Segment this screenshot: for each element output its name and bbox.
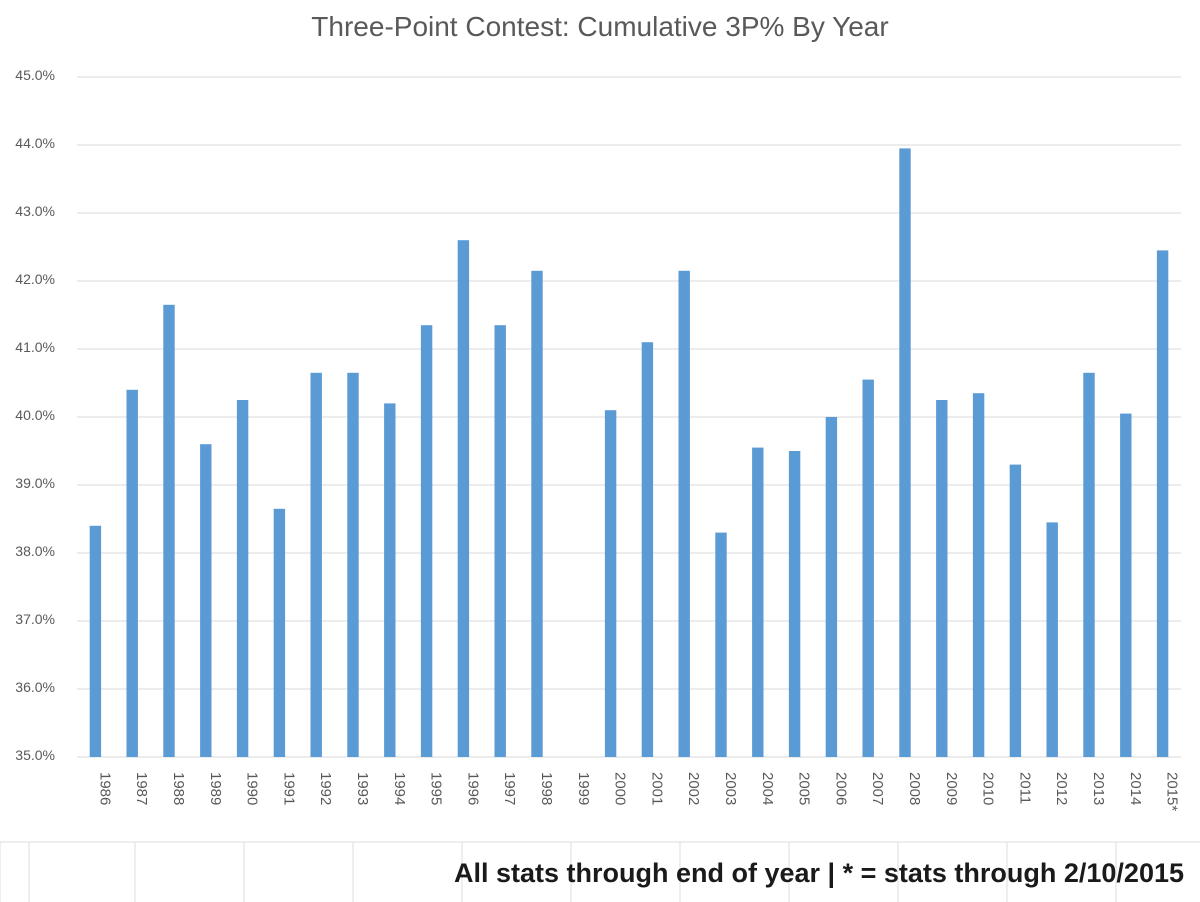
- svg-text:2010: 2010: [980, 772, 997, 805]
- svg-text:2014: 2014: [1127, 772, 1144, 805]
- svg-text:2011: 2011: [1016, 772, 1033, 804]
- svg-text:2013: 2013: [1090, 772, 1107, 805]
- svg-text:2012: 2012: [1053, 772, 1070, 805]
- svg-text:1988: 1988: [170, 772, 187, 805]
- svg-text:2002: 2002: [685, 772, 702, 805]
- svg-text:2015*: 2015*: [1164, 772, 1181, 811]
- svg-text:1999: 1999: [575, 772, 592, 805]
- svg-text:1990: 1990: [244, 772, 261, 805]
- svg-text:1986: 1986: [96, 772, 113, 805]
- svg-text:1991: 1991: [280, 772, 297, 805]
- svg-text:1987: 1987: [133, 772, 150, 805]
- svg-text:2008: 2008: [906, 772, 923, 805]
- svg-text:1992: 1992: [317, 772, 334, 805]
- svg-text:1993: 1993: [354, 772, 371, 805]
- svg-text:2005: 2005: [796, 772, 813, 805]
- svg-text:1989: 1989: [207, 772, 224, 805]
- svg-text:1995: 1995: [428, 772, 445, 805]
- svg-text:2000: 2000: [612, 772, 629, 805]
- svg-text:2003: 2003: [722, 772, 739, 805]
- svg-text:2009: 2009: [943, 772, 960, 805]
- svg-text:1994: 1994: [391, 772, 408, 805]
- svg-text:2007: 2007: [869, 772, 886, 805]
- svg-text:1998: 1998: [538, 772, 555, 805]
- svg-text:2004: 2004: [759, 772, 776, 805]
- svg-text:2001: 2001: [648, 772, 665, 805]
- svg-text:1996: 1996: [464, 772, 481, 805]
- svg-text:2006: 2006: [832, 772, 849, 805]
- svg-text:1997: 1997: [501, 772, 518, 805]
